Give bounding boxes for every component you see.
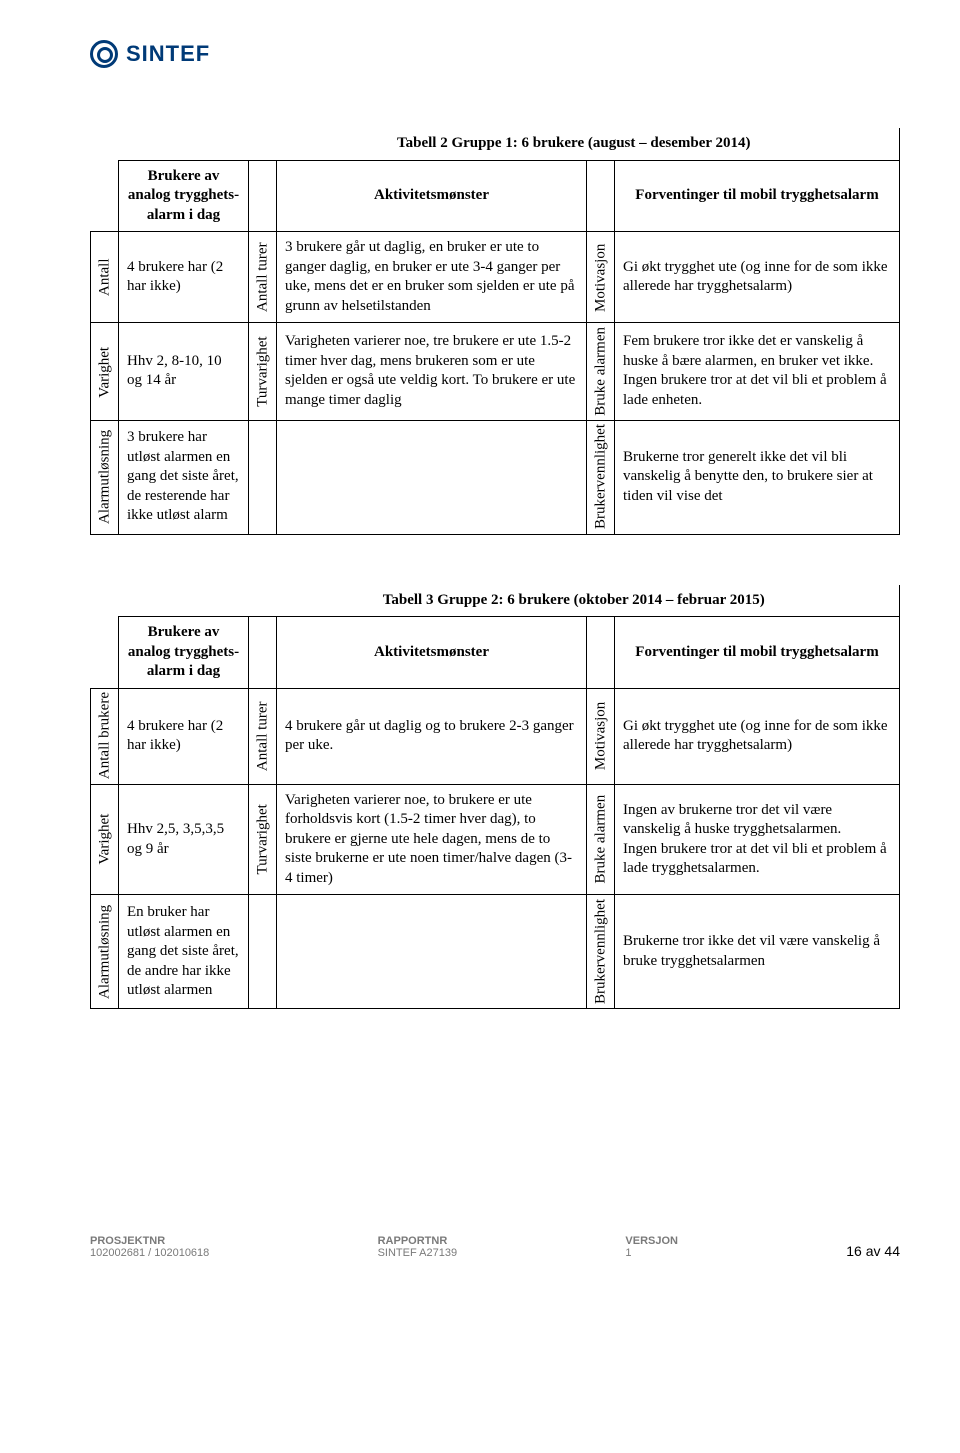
cell: 3 brukere går ut daglig, en bruker er ut… bbox=[277, 232, 587, 323]
footer: PROSJEKTNR 102002681 / 102010618 RAPPORT… bbox=[90, 1229, 900, 1259]
col-header: Brukere av analog trygghets-alarm i dag bbox=[119, 160, 249, 232]
row-vlabel: Antall brukere bbox=[91, 688, 119, 784]
cell: Brukerne tror ikke det vil være vanskeli… bbox=[615, 895, 900, 1009]
footer-value: 1 bbox=[625, 1247, 678, 1259]
cell bbox=[277, 420, 587, 534]
cell: Fem brukere tror ikke det er vanskelig å… bbox=[615, 323, 900, 421]
page: SINTEF Tabell 2 Gruppe 1: 6 brukere (aug… bbox=[0, 0, 960, 1289]
empty-cell bbox=[91, 617, 119, 689]
cell: 4 brukere går ut daglig og to brukere 2-… bbox=[277, 688, 587, 784]
cell bbox=[277, 895, 587, 1009]
logo-icon bbox=[90, 40, 118, 68]
table-title: Tabell 3 Gruppe 2: 6 brukere (oktober 20… bbox=[249, 585, 900, 617]
page-number: 16 av 44 bbox=[846, 1243, 900, 1259]
row-vlabel bbox=[249, 895, 277, 1009]
cell: Varigheten varierer noe, tre brukere er … bbox=[277, 323, 587, 421]
cell: Brukerne tror generelt ikke det vil bli … bbox=[615, 420, 900, 534]
row-vlabel: Alarmutløsning bbox=[91, 895, 119, 1009]
footer-label: PROSJEKTNR bbox=[90, 1235, 209, 1247]
row-vlabel: Varighet bbox=[91, 323, 119, 421]
table-title: Tabell 2 Gruppe 1: 6 brukere (august – d… bbox=[249, 128, 900, 160]
cell: Hhv 2, 8-10, 10 og 14 år bbox=[119, 323, 249, 421]
col-header: Aktivitetsmønster bbox=[277, 160, 587, 232]
empty-cell bbox=[249, 617, 277, 689]
col-header: Aktivitetsmønster bbox=[277, 617, 587, 689]
table-row: Varighet Hhv 2, 8-10, 10 og 14 år Turvar… bbox=[91, 323, 900, 421]
row-vlabel: Turvarighet bbox=[249, 323, 277, 421]
row-vlabel: Bruke alarmen bbox=[587, 784, 615, 895]
footer-label: VERSJON bbox=[625, 1235, 678, 1247]
cell: 4 brukere har (2 har ikke) bbox=[119, 688, 249, 784]
row-vlabel: Turvarighet bbox=[249, 784, 277, 895]
table-2: Tabell 3 Gruppe 2: 6 brukere (oktober 20… bbox=[90, 585, 900, 1010]
cell: Gi økt trygghet ute (og inne for de som … bbox=[615, 688, 900, 784]
empty-cell bbox=[587, 617, 615, 689]
row-vlabel: Brukervennlighet bbox=[587, 895, 615, 1009]
empty-cell bbox=[91, 585, 249, 617]
cell: Ingen av brukerne tror det vil være vans… bbox=[615, 784, 900, 895]
footer-label: RAPPORTNR bbox=[378, 1235, 458, 1247]
row-vlabel: Bruke alarmen bbox=[587, 323, 615, 421]
logo: SINTEF bbox=[90, 40, 900, 68]
row-vlabel: Antall turer bbox=[249, 688, 277, 784]
footer-value: 102002681 / 102010618 bbox=[90, 1247, 209, 1259]
row-vlabel: Antall turer bbox=[249, 232, 277, 323]
table-row: Brukere av analog trygghets-alarm i dag … bbox=[91, 160, 900, 232]
cell: 4 brukere har (2 har ikke) bbox=[119, 232, 249, 323]
empty-cell bbox=[587, 160, 615, 232]
table-row: Antall brukere 4 brukere har (2 har ikke… bbox=[91, 688, 900, 784]
footer-value: SINTEF A27139 bbox=[378, 1247, 458, 1259]
cell: Hhv 2,5, 3,5,3,5 og 9 år bbox=[119, 784, 249, 895]
row-vlabel: Alarmutløsning bbox=[91, 420, 119, 534]
row-vlabel: Varighet bbox=[91, 784, 119, 895]
empty-cell bbox=[249, 160, 277, 232]
logo-text: SINTEF bbox=[126, 41, 210, 67]
footer-rapport: RAPPORTNR SINTEF A27139 bbox=[378, 1235, 458, 1259]
table-row: Varighet Hhv 2,5, 3,5,3,5 og 9 år Turvar… bbox=[91, 784, 900, 895]
table-row: Antall 4 brukere har (2 har ikke) Antall… bbox=[91, 232, 900, 323]
cell: En bruker har utløst alarmen en gang det… bbox=[119, 895, 249, 1009]
table-row: Tabell 3 Gruppe 2: 6 brukere (oktober 20… bbox=[91, 585, 900, 617]
col-header: Brukere av analog trygghets-alarm i dag bbox=[119, 617, 249, 689]
empty-cell bbox=[91, 128, 249, 160]
table-1: Tabell 2 Gruppe 1: 6 brukere (august – d… bbox=[90, 128, 900, 535]
cell: Gi økt trygghet ute (og inne for de som … bbox=[615, 232, 900, 323]
row-vlabel: Brukervennlighet bbox=[587, 420, 615, 534]
cell: 3 brukere har utløst alarmen en gang det… bbox=[119, 420, 249, 534]
table-row: Alarmutløsning En bruker har utløst alar… bbox=[91, 895, 900, 1009]
row-vlabel: Motivasjon bbox=[587, 232, 615, 323]
cell: Varigheten varierer noe, to brukere er u… bbox=[277, 784, 587, 895]
row-vlabel: Antall bbox=[91, 232, 119, 323]
table-row: Alarmutløsning 3 brukere har utløst alar… bbox=[91, 420, 900, 534]
col-header: Forventinger til mobil trygghetsalarm bbox=[615, 160, 900, 232]
footer-versjon: VERSJON 1 bbox=[625, 1235, 678, 1259]
footer-prosjekt: PROSJEKTNR 102002681 / 102010618 bbox=[90, 1235, 209, 1259]
table-row: Tabell 2 Gruppe 1: 6 brukere (august – d… bbox=[91, 128, 900, 160]
row-vlabel: Motivasjon bbox=[587, 688, 615, 784]
row-vlabel bbox=[249, 420, 277, 534]
empty-cell bbox=[91, 160, 119, 232]
table-row: Brukere av analog trygghets-alarm i dag … bbox=[91, 617, 900, 689]
col-header: Forventinger til mobil trygghetsalarm bbox=[615, 617, 900, 689]
